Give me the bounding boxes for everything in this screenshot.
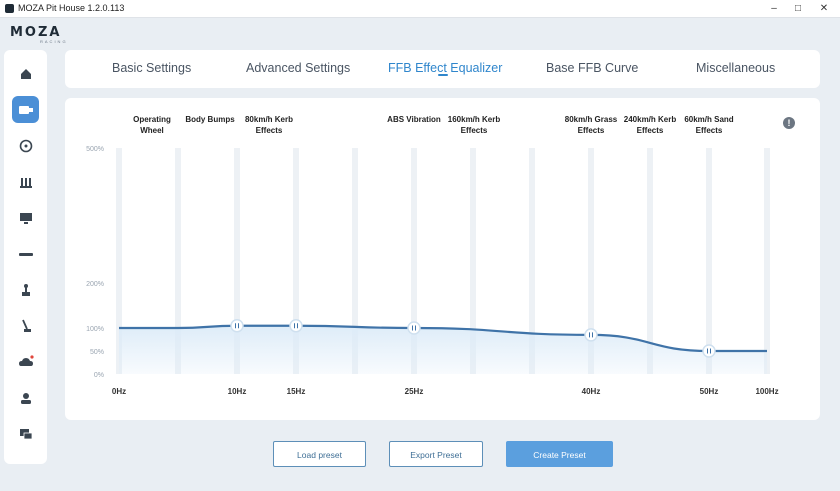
band-label-abs-vibration: ABS Vibration xyxy=(387,115,441,124)
shifter-icon xyxy=(21,283,30,296)
load-preset-button[interactable]: Load preset xyxy=(273,441,366,467)
y-tick-label: 500% xyxy=(86,146,104,153)
band-label-body-bumps: Body Bumps xyxy=(185,115,235,124)
band-label-80-kerb: 80km/h Kerb Effects xyxy=(244,115,294,135)
brand-logo-sub: RACING xyxy=(40,39,68,44)
y-tick-label: 200% xyxy=(86,281,104,288)
eq-handle[interactable] xyxy=(702,344,716,358)
x-tick-label: 25Hz xyxy=(405,387,424,396)
eq-handle[interactable] xyxy=(407,321,421,335)
y-tick-label: 50% xyxy=(90,349,104,356)
band-label-80-grass: 80km/h Grass Effects xyxy=(564,115,618,135)
band-label-60-sand: 60km/h Sand Effects xyxy=(684,115,734,135)
x-tick-label: 15Hz xyxy=(287,387,306,396)
window-title: MOZA Pit House 1.2.0.113 xyxy=(18,3,125,13)
title-bar: MOZA Pit House 1.2.0.113 – □ ✕ xyxy=(0,0,840,18)
x-tick-label: 100Hz xyxy=(755,387,778,396)
tab-basic-settings[interactable]: Basic Settings xyxy=(112,61,192,75)
chat-icon xyxy=(19,428,32,439)
info-icon[interactable]: ! xyxy=(783,117,795,129)
x-tick-label: 50Hz xyxy=(700,387,719,396)
user-icon xyxy=(20,392,31,404)
sidebar-item-home[interactable] xyxy=(12,60,39,87)
eq-handle[interactable] xyxy=(230,319,244,333)
sidebar-item-cloud[interactable] xyxy=(12,348,39,375)
eq-handle[interactable] xyxy=(289,319,303,333)
wheelbase-icon xyxy=(18,105,33,114)
brand-logo: MOZA xyxy=(10,25,62,40)
x-tick-label: 0Hz xyxy=(112,387,126,396)
eq-handle[interactable] xyxy=(584,328,598,342)
close-icon[interactable]: ✕ xyxy=(819,3,829,14)
sidebar-item-dashboard[interactable] xyxy=(12,204,39,231)
app-icon xyxy=(5,4,14,13)
pedals-icon xyxy=(19,177,32,188)
curve-area xyxy=(119,325,767,374)
tab-ffb-effect-equalizer[interactable]: FFB Effect Equalizer xyxy=(388,61,503,75)
tab-miscellaneous[interactable]: Miscellaneous xyxy=(696,61,776,75)
x-tick-label: 10Hz xyxy=(228,387,247,396)
sidebar-item-handbrake[interactable] xyxy=(12,312,39,339)
x-tick-label: 40Hz xyxy=(582,387,601,396)
eq-curve-line xyxy=(119,324,767,353)
band-label-240-kerb: 240km/h Kerb Effects xyxy=(623,115,677,135)
maximize-icon[interactable]: □ xyxy=(794,3,802,14)
sidebar-item-chat[interactable] xyxy=(12,420,39,447)
sidebar-item-bar[interactable] xyxy=(12,240,39,267)
create-preset-button[interactable]: Create Preset xyxy=(506,441,613,467)
home-icon xyxy=(20,68,31,79)
tab-bar xyxy=(65,50,820,88)
minimize-icon[interactable]: – xyxy=(771,3,777,14)
sidebar-item-pedals[interactable] xyxy=(12,168,39,195)
sidebar-item-wheelbase[interactable] xyxy=(12,96,39,123)
tab-advanced-settings[interactable]: Advanced Settings xyxy=(246,61,351,75)
steering-wheel-icon xyxy=(19,139,32,152)
band-label-operating-wheel: Operating Wheel xyxy=(133,115,171,135)
active-tab-indicator xyxy=(438,74,448,76)
sidebar xyxy=(4,50,47,464)
handbrake-bar-icon xyxy=(18,252,33,256)
sidebar-item-user[interactable] xyxy=(12,384,39,411)
dashboard-icon xyxy=(19,212,32,224)
tab-base-ffb-curve[interactable]: Base FFB Curve xyxy=(546,61,639,75)
band-label-160-kerb: 160km/h Kerb Effects xyxy=(447,115,501,135)
export-preset-button[interactable]: Export Preset xyxy=(389,441,483,467)
sidebar-item-wheel[interactable] xyxy=(12,132,39,159)
sidebar-item-shifter[interactable] xyxy=(12,276,39,303)
y-tick-label: 0% xyxy=(94,372,104,379)
handbrake-lever-icon xyxy=(21,319,31,332)
cloud-update-icon xyxy=(18,354,34,366)
y-tick-label: 100% xyxy=(86,326,104,333)
